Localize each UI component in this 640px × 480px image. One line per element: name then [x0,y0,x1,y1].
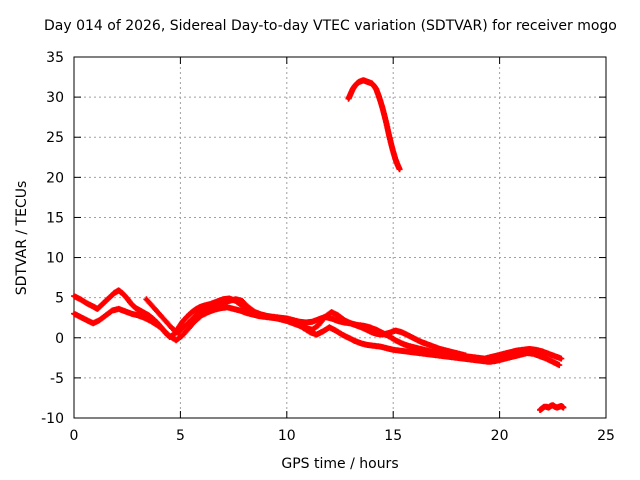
y-axis-label: SDTVAR / TECUs [14,180,30,296]
grid-lines [74,57,606,418]
y-tick-label: 5 [55,291,64,307]
series-track-d [345,77,403,173]
data-points [71,77,567,413]
x-axis-label: GPS time / hours [281,456,399,472]
axis-ticks [73,56,607,419]
y-tick-label: 0 [55,331,64,347]
y-tick-label: 20 [46,170,64,186]
chart-title: Day 014 of 2026, Sidereal Day-to-day VTE… [44,18,617,34]
x-tick-label: 0 [70,428,79,444]
series-markers [143,296,469,359]
x-tick-label: 20 [491,428,509,444]
y-tick-label: 30 [46,90,64,106]
y-tick-label: 15 [46,210,64,226]
y-tick-label: -10 [41,411,64,427]
x-tick-label: 10 [278,428,296,444]
series-track-c [143,296,469,359]
series-track-e [537,402,567,413]
tick-labels: 0 5 10 15 20 25 -10 -5 0 5 10 15 20 25 30 35 [41,50,615,444]
plot-frame [73,56,607,419]
y-tick-label: 10 [46,251,64,267]
x-tick-label: 5 [176,428,185,444]
y-tick-label: 25 [46,130,64,146]
x-tick-label: 25 [597,428,615,444]
series-markers [345,77,403,173]
series-markers [537,402,567,413]
y-tick-label: -5 [50,371,64,387]
series-track-b [71,304,563,369]
y-tick-label: 35 [46,50,64,66]
x-tick-label: 15 [384,428,402,444]
